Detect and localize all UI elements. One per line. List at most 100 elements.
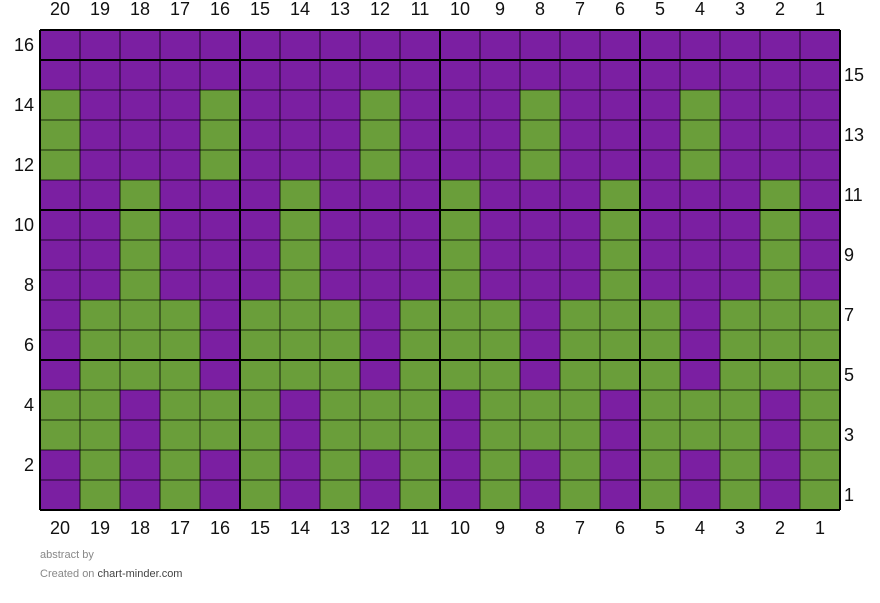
cell xyxy=(200,360,240,390)
cell xyxy=(640,210,680,240)
cell xyxy=(280,30,320,60)
cell xyxy=(800,30,840,60)
column-number-bottom: 10 xyxy=(450,518,470,538)
cell xyxy=(40,150,80,180)
cell xyxy=(400,450,440,480)
cell xyxy=(280,120,320,150)
cell xyxy=(160,30,200,60)
cell xyxy=(400,330,440,360)
column-number-top: 6 xyxy=(615,0,625,19)
cell xyxy=(120,60,160,90)
cell xyxy=(240,150,280,180)
cell xyxy=(160,390,200,420)
row-number: 3 xyxy=(844,425,854,445)
cell xyxy=(400,150,440,180)
cell xyxy=(720,120,760,150)
footer-line-2: Created on chart-minder.com xyxy=(40,568,182,580)
footer-line-1: abstract by xyxy=(40,549,94,561)
cell xyxy=(240,480,280,510)
cell xyxy=(80,300,120,330)
cell xyxy=(360,450,400,480)
cell xyxy=(280,240,320,270)
cell xyxy=(520,390,560,420)
cell xyxy=(120,420,160,450)
site-link[interactable]: chart-minder.com xyxy=(98,568,183,580)
cell xyxy=(480,180,520,210)
cell xyxy=(520,60,560,90)
cell xyxy=(240,120,280,150)
cell xyxy=(320,420,360,450)
cell xyxy=(40,60,80,90)
column-number-top: 4 xyxy=(695,0,705,19)
cell xyxy=(80,210,120,240)
cell xyxy=(360,240,400,270)
cell xyxy=(40,360,80,390)
cell xyxy=(800,300,840,330)
cell xyxy=(160,60,200,90)
cell xyxy=(720,390,760,420)
cell xyxy=(240,90,280,120)
cell xyxy=(480,210,520,240)
cell xyxy=(680,300,720,330)
cell xyxy=(560,90,600,120)
cell xyxy=(800,240,840,270)
cell xyxy=(680,120,720,150)
cell xyxy=(560,450,600,480)
cell xyxy=(560,60,600,90)
cell xyxy=(160,450,200,480)
cell xyxy=(640,180,680,210)
column-number-bottom: 12 xyxy=(370,518,390,538)
cell xyxy=(40,270,80,300)
cell xyxy=(80,240,120,270)
cell xyxy=(400,390,440,420)
column-number-bottom: 18 xyxy=(130,518,150,538)
cell xyxy=(800,180,840,210)
cell xyxy=(800,330,840,360)
column-number-bottom: 5 xyxy=(655,518,665,538)
pattern-title: abstract xyxy=(40,549,79,561)
cell xyxy=(440,120,480,150)
cell xyxy=(760,270,800,300)
cell xyxy=(440,150,480,180)
cell xyxy=(280,150,320,180)
column-number-top: 8 xyxy=(535,0,545,19)
cell xyxy=(720,90,760,120)
cell xyxy=(720,270,760,300)
cell xyxy=(520,480,560,510)
cell xyxy=(240,210,280,240)
cell xyxy=(120,210,160,240)
cell xyxy=(480,120,520,150)
cell xyxy=(800,420,840,450)
cell xyxy=(200,60,240,90)
cell xyxy=(320,90,360,120)
cell xyxy=(520,450,560,480)
cell xyxy=(240,30,280,60)
cell xyxy=(240,390,280,420)
cell xyxy=(120,90,160,120)
cell xyxy=(800,450,840,480)
cell xyxy=(320,270,360,300)
column-number-bottom: 9 xyxy=(495,518,505,538)
cell xyxy=(760,330,800,360)
cell xyxy=(80,330,120,360)
cell xyxy=(120,480,160,510)
cell xyxy=(640,450,680,480)
cell xyxy=(280,360,320,390)
cell xyxy=(240,300,280,330)
cell xyxy=(760,360,800,390)
cell xyxy=(480,390,520,420)
cell xyxy=(80,90,120,120)
cell xyxy=(720,360,760,390)
column-number-bottom: 7 xyxy=(575,518,585,538)
cell xyxy=(120,150,160,180)
cell xyxy=(240,240,280,270)
cell xyxy=(240,450,280,480)
cell xyxy=(40,420,80,450)
cell xyxy=(360,30,400,60)
cell xyxy=(520,30,560,60)
cell xyxy=(80,60,120,90)
cell xyxy=(320,180,360,210)
cell xyxy=(520,360,560,390)
cell xyxy=(360,360,400,390)
cell xyxy=(600,150,640,180)
